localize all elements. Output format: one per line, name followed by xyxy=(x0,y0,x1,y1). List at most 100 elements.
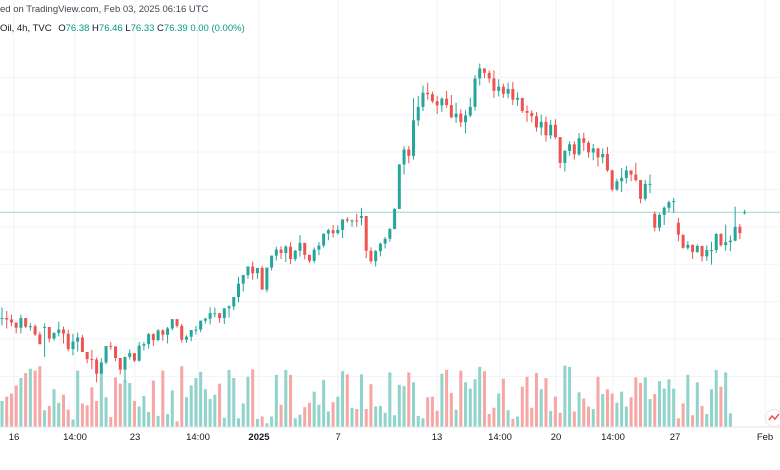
volume-bar xyxy=(237,418,240,427)
volume-bar xyxy=(648,399,652,427)
volume-bar xyxy=(208,399,212,427)
volume-bar xyxy=(378,405,382,427)
volume-bar xyxy=(109,417,113,427)
volume-bar xyxy=(43,410,47,427)
volume-bar xyxy=(397,384,401,427)
volume-bar xyxy=(33,370,37,427)
tradingview-logo-icon[interactable] xyxy=(765,409,780,427)
volume-bar xyxy=(440,373,444,427)
logo-glyph xyxy=(768,413,780,421)
candle-body xyxy=(57,329,61,333)
candle-body xyxy=(232,297,236,307)
candle-body xyxy=(728,240,732,243)
candle-body xyxy=(317,245,321,250)
volume-bar xyxy=(454,409,458,427)
candle-body xyxy=(511,88,515,100)
candle-body xyxy=(43,326,47,328)
volume-bar xyxy=(587,406,591,427)
volume-bar xyxy=(624,406,628,427)
candle-body xyxy=(553,124,557,138)
candle-body xyxy=(624,170,628,178)
candle-body xyxy=(615,181,619,190)
high-value: 76.46 xyxy=(98,23,123,34)
symbol-label[interactable]: Oil, 4h, TVC xyxy=(0,23,52,34)
volume-bar xyxy=(345,374,349,427)
candle-body xyxy=(497,86,501,91)
candle-body xyxy=(28,326,32,328)
candle-body xyxy=(265,267,269,290)
volume-bar xyxy=(620,391,624,427)
volume-bar xyxy=(289,374,293,427)
candle-body xyxy=(52,332,56,339)
volume-bar xyxy=(520,386,524,427)
volume-bar xyxy=(52,389,56,427)
candle-body xyxy=(743,212,747,214)
volume-bar xyxy=(662,388,666,427)
candle-body xyxy=(246,266,250,276)
candle-body xyxy=(47,326,51,339)
volume-bar xyxy=(563,365,567,427)
candle-body xyxy=(440,98,444,106)
volume-bar xyxy=(728,413,732,427)
volume-bar xyxy=(534,373,538,427)
candle-body xyxy=(199,320,203,330)
volume-bar xyxy=(402,386,406,427)
volume-bar xyxy=(57,402,61,427)
volume-bar xyxy=(374,406,378,427)
candle-body xyxy=(114,346,118,359)
volume-bar xyxy=(71,419,75,427)
x-tick-label: 2025 xyxy=(248,432,270,443)
volume-bar xyxy=(369,384,373,427)
volume-bar xyxy=(492,407,496,427)
candle-body xyxy=(714,233,718,251)
candle-body xyxy=(378,243,382,252)
volume-bar xyxy=(393,415,397,427)
volume-bar xyxy=(312,391,316,427)
candle-body xyxy=(482,68,486,73)
candle-body xyxy=(492,78,496,91)
candle-body xyxy=(289,246,293,259)
candle-body xyxy=(468,106,472,116)
candle-body xyxy=(563,150,567,163)
volume-bar xyxy=(568,366,572,427)
x-tick-label: 23 xyxy=(130,432,141,443)
candle-body xyxy=(350,220,354,222)
candle-body xyxy=(312,249,316,261)
volume-bar xyxy=(123,380,127,427)
candle-body xyxy=(184,336,188,340)
volume-bar xyxy=(147,412,151,427)
candle-body xyxy=(724,242,728,246)
candle-body xyxy=(544,121,548,136)
candle-body xyxy=(397,164,401,209)
volume-bar xyxy=(577,392,581,427)
volume-bar xyxy=(189,385,193,427)
candle-body xyxy=(430,94,434,102)
volume-bar xyxy=(412,382,416,427)
candle-body xyxy=(123,356,127,370)
volume-bar xyxy=(203,389,207,427)
volume-bar xyxy=(601,394,605,427)
candle-body xyxy=(14,322,18,328)
candle-body xyxy=(530,112,534,117)
candle-body xyxy=(270,255,274,268)
candle-body xyxy=(322,233,326,246)
volume-bar xyxy=(114,377,118,427)
volume-bar xyxy=(639,382,643,427)
volume-bar xyxy=(14,385,18,427)
volume-bar xyxy=(166,413,170,427)
candle-body xyxy=(525,111,529,113)
candle-body xyxy=(705,250,709,257)
volume-bar xyxy=(80,403,84,427)
candle-body xyxy=(336,229,340,234)
candle-body xyxy=(605,153,609,171)
volume-bar xyxy=(383,412,387,427)
volume-bar xyxy=(274,374,278,427)
candle-body xyxy=(180,325,184,340)
candle-body xyxy=(38,334,42,345)
volume-bar xyxy=(700,405,704,427)
volume-bar xyxy=(28,368,32,427)
candle-body xyxy=(251,266,255,274)
volume-bar xyxy=(710,389,713,427)
volume-bar xyxy=(355,409,359,427)
